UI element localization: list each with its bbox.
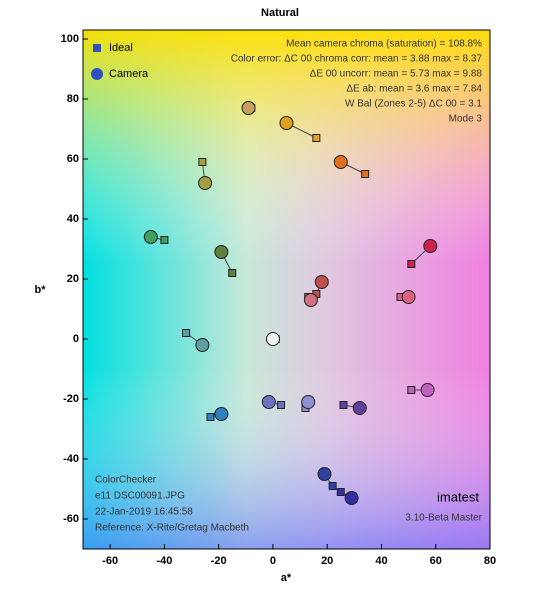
footer-left: 22-Jan-2019 16:45:58 <box>95 507 193 518</box>
ideal-point <box>339 401 348 409</box>
camera-point <box>214 245 229 259</box>
camera-point <box>401 290 416 304</box>
annotation: ΔE ab: mean = 3.6 max = 7.84 <box>346 84 482 95</box>
x-tick-label: 20 <box>321 555 333 567</box>
camera-point <box>198 176 213 190</box>
ideal-point <box>407 386 416 394</box>
y-axis-label: b* <box>35 284 47 296</box>
annotation: Color error: ΔC 00 chroma corr: mean = 3… <box>231 54 483 65</box>
x-tick-label: 0 <box>270 555 276 567</box>
camera-point <box>333 155 348 169</box>
y-tick-label: 60 <box>67 153 79 165</box>
x-axis-label: a* <box>281 572 292 584</box>
annotation: Mean camera chroma (saturation) = 108.8% <box>286 39 482 50</box>
y-tick-label: 20 <box>67 273 79 285</box>
camera-point <box>352 401 367 415</box>
ideal-point <box>198 158 207 166</box>
camera-point <box>279 116 294 130</box>
ideal-point <box>328 482 337 490</box>
camera-point <box>143 230 158 244</box>
ideal-point <box>182 329 191 337</box>
x-tick-label: -40 <box>156 555 172 567</box>
y-tick-label: -20 <box>63 393 79 405</box>
legend-label: Ideal <box>109 42 133 54</box>
chart-title: Natural <box>261 7 299 19</box>
camera-point <box>420 383 435 397</box>
ideal-point <box>361 170 370 178</box>
annotation: ΔE 00 uncorr: mean = 5.73 max = 9.88 <box>310 69 483 80</box>
camera-point <box>261 395 276 409</box>
y-tick-label: -40 <box>63 453 79 465</box>
camera-point <box>317 467 332 481</box>
ideal-point <box>206 413 215 421</box>
y-tick-label: 80 <box>67 93 79 105</box>
camera-point <box>423 239 438 253</box>
annotation: Mode 3 <box>449 114 483 125</box>
ideal-point <box>312 134 321 142</box>
camera-point <box>344 491 359 505</box>
x-tick-label: 60 <box>430 555 442 567</box>
camera-point <box>195 338 210 352</box>
y-tick-label: 40 <box>67 213 79 225</box>
ideal-point <box>407 260 416 268</box>
y-tick-label: -60 <box>63 513 79 525</box>
ideal-point <box>336 488 345 496</box>
y-tick-label: 100 <box>61 33 79 45</box>
legend-marker <box>93 44 101 52</box>
legend-label: Camera <box>109 68 149 80</box>
camera-point <box>265 332 280 346</box>
plot-frame <box>82 29 491 550</box>
x-tick-label: -20 <box>211 555 227 567</box>
footer-brand: imatest <box>437 489 479 504</box>
annotation: W Bal (Zones 2-5) ΔC 00 = 3.1 <box>345 99 482 110</box>
ideal-point <box>277 401 286 409</box>
legend-marker <box>91 68 103 80</box>
camera-point <box>303 293 318 307</box>
footer-left: ColorChecker <box>95 475 157 486</box>
y-tick-label: 0 <box>73 333 79 345</box>
camera-point <box>214 407 229 421</box>
camera-point <box>314 275 329 289</box>
footer-version: 3.10-Beta Master <box>405 513 482 524</box>
camera-point <box>241 101 256 115</box>
x-tick-label: 80 <box>484 555 496 567</box>
ideal-point <box>228 269 237 277</box>
camera-point <box>301 395 316 409</box>
footer-left: e11 DSC00091.JPG <box>95 491 185 502</box>
x-tick-label: 40 <box>375 555 387 567</box>
footer-left: Reference: X-Rite/Gretag Macbeth <box>95 523 249 534</box>
ideal-point <box>160 236 169 244</box>
x-tick-label: -60 <box>102 555 118 567</box>
